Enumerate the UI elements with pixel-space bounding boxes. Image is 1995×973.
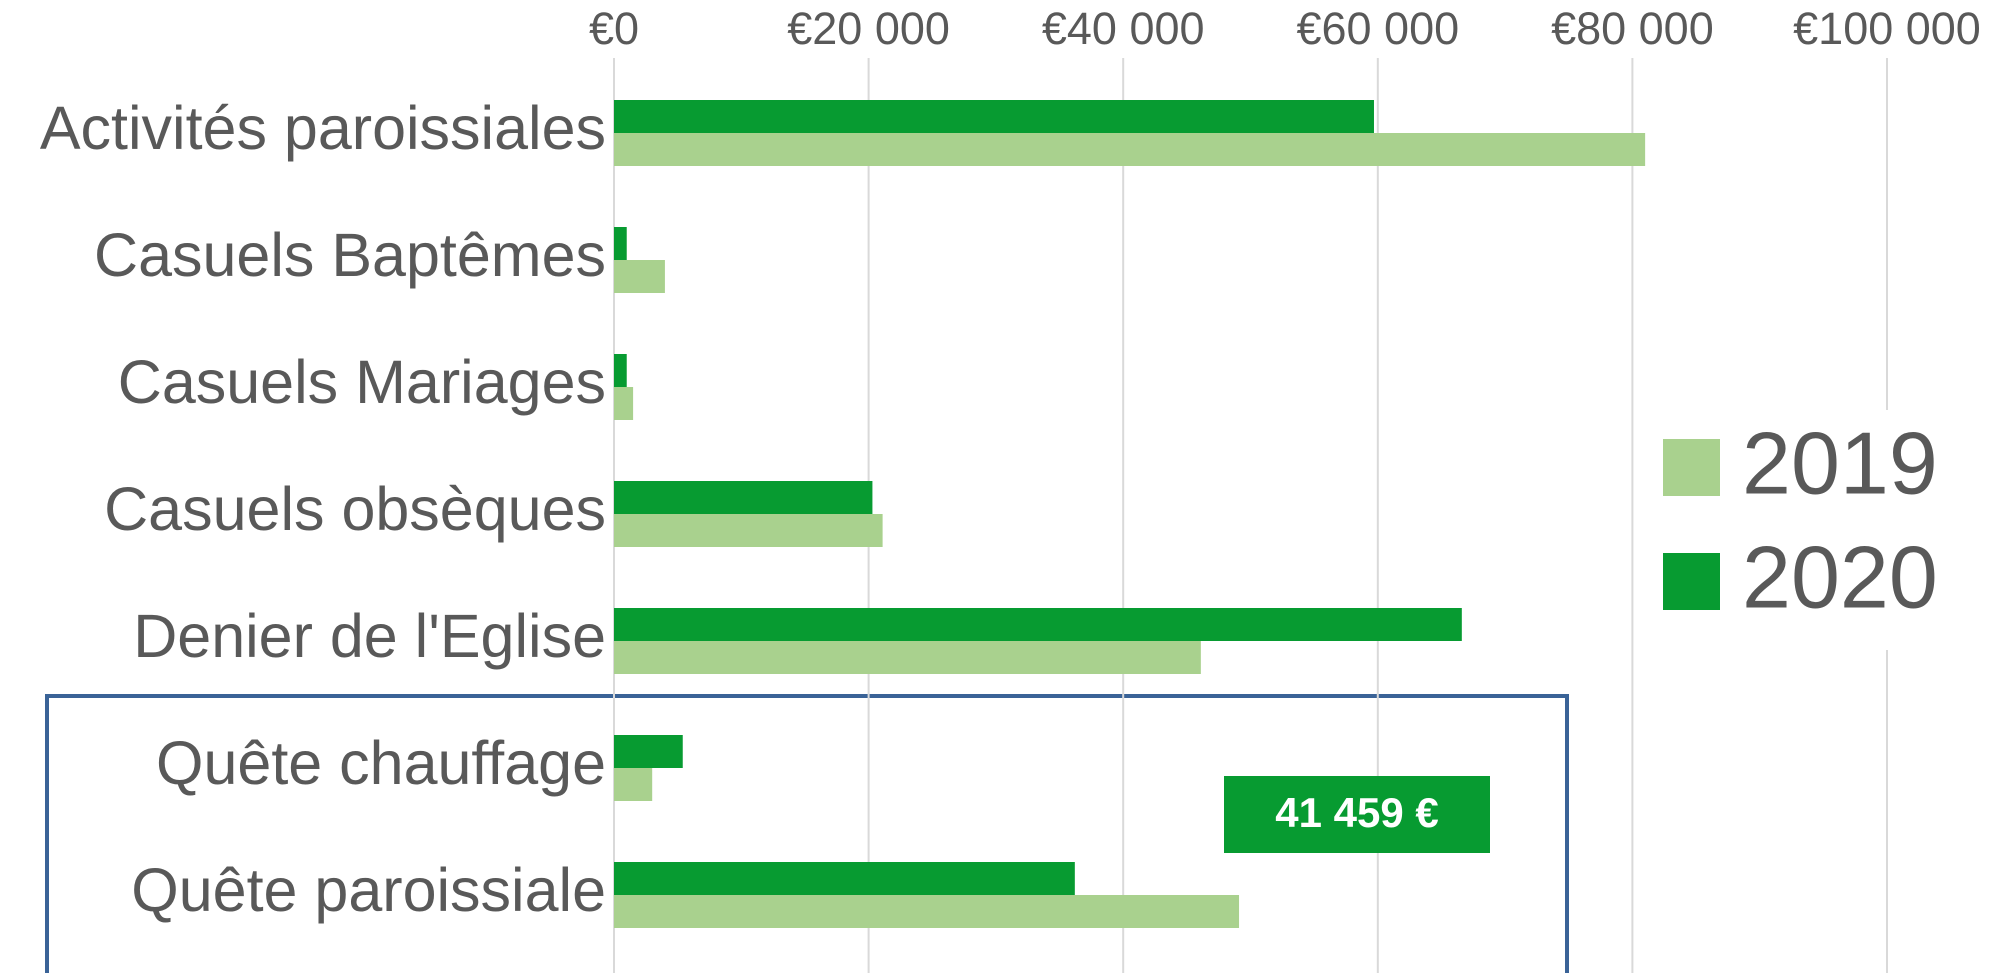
bar [614,895,1240,928]
x-tick-label: €100 000 [1793,3,1981,54]
legend-swatch [1663,553,1720,610]
y-tick-label: Activités paroissiales [40,94,606,162]
annotation: 41 459 € [1275,789,1439,836]
x-tick-label: €80 000 [1551,3,1714,54]
bar [614,862,1075,895]
highlight-frame [45,694,1569,973]
x-tick-label: €20 000 [787,3,950,54]
y-tick-label: Casuels obsèques [104,475,606,543]
y-tick-label: Quête chauffage [156,729,606,797]
bar [614,641,1201,674]
annotation-box [1224,776,1490,853]
y-tick-label: Casuels Mariages [118,348,606,416]
bar [614,260,665,293]
x-tick-label: €0 [589,3,639,54]
bar [614,227,627,260]
bar [614,481,873,514]
legend-label: 2020 [1742,527,1938,626]
bar [614,608,1462,641]
bar [614,100,1374,133]
legend-swatch [1663,439,1720,496]
legend-label: 2019 [1742,413,1938,512]
bar [614,354,627,387]
y-tick-label: Casuels Baptêmes [94,221,606,289]
x-tick-label: €40 000 [1042,3,1205,54]
bar [614,387,634,420]
bar [614,514,883,547]
bar [614,133,1646,166]
bar [614,768,653,801]
x-tick-label: €60 000 [1296,3,1459,54]
y-tick-label: Denier de l'Eglise [133,602,606,670]
bar [614,735,683,768]
y-tick-label: Quête paroissiale [131,856,606,924]
